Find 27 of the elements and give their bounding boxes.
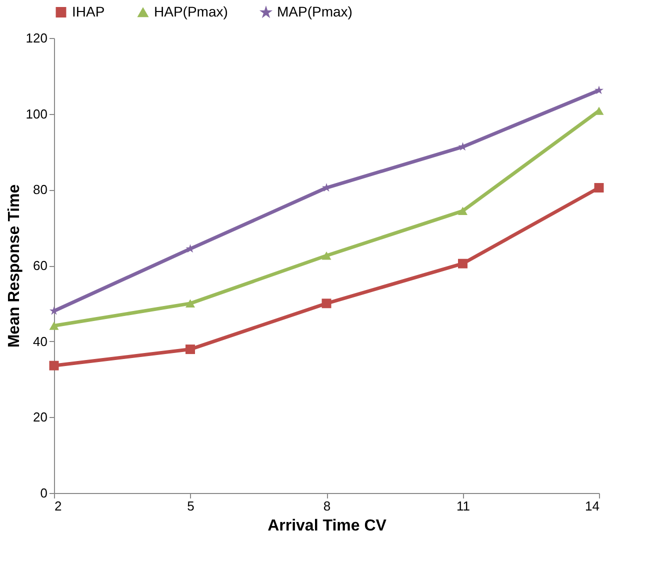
point <box>186 344 195 354</box>
legend-label: IHAP <box>72 3 105 20</box>
y-axis-title: Mean Response Time <box>6 184 23 348</box>
y-tick-label: 100 <box>26 106 48 122</box>
point <box>594 183 604 193</box>
y-tick-label: 120 <box>26 30 48 46</box>
point <box>458 258 468 268</box>
x-tick-label: 14 <box>585 498 600 514</box>
y-tick-label: 60 <box>33 258 48 273</box>
point <box>49 360 59 370</box>
y-tick-label: 40 <box>33 334 48 349</box>
point <box>458 206 468 216</box>
y-tick-label: 0 <box>40 486 48 500</box>
point <box>322 252 332 260</box>
x-axis-title: Arrival Time CV <box>268 518 387 534</box>
point <box>322 298 332 308</box>
legend-label: MAP(Pmax) <box>277 4 352 20</box>
x-tick-label: 8 <box>323 498 331 514</box>
x-tick-label: 2 <box>54 498 62 514</box>
x-tick-label: 5 <box>187 498 194 514</box>
point <box>49 322 59 330</box>
x-tick-label: 11 <box>456 498 470 514</box>
point <box>594 86 604 94</box>
point <box>186 299 195 308</box>
y-tick-label: 80 <box>33 182 48 198</box>
legend-label: HAP(Pmax) <box>154 4 228 20</box>
y-tick-label: 20 <box>33 410 48 425</box>
